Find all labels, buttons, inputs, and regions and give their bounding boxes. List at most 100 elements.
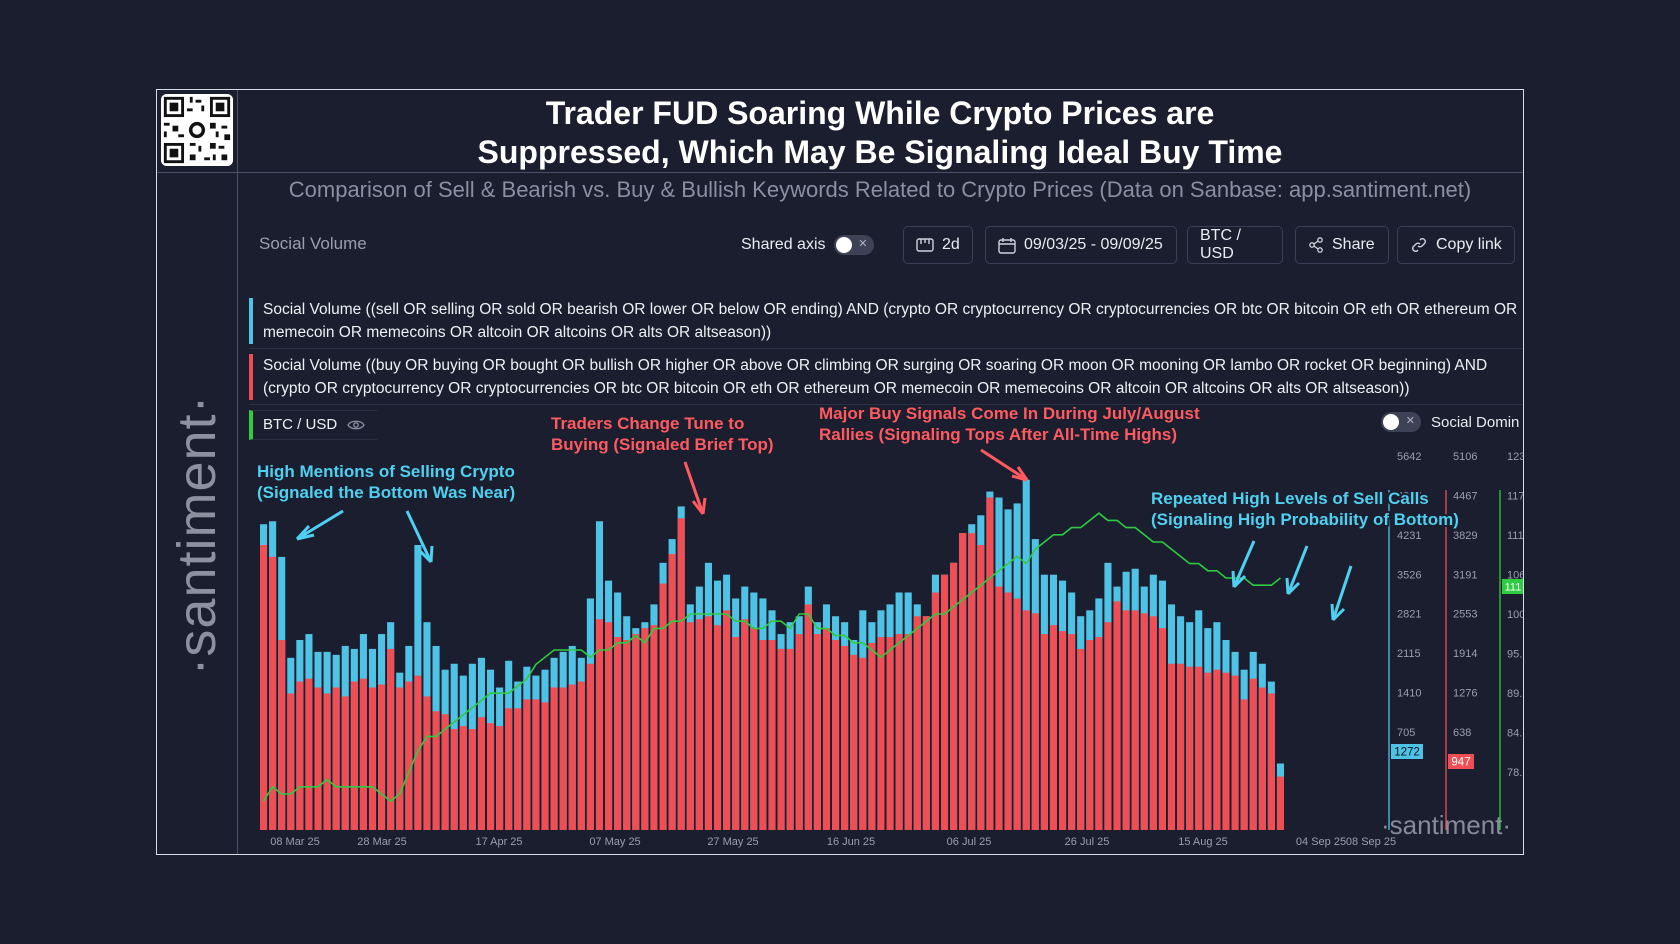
bar-buy	[795, 634, 803, 830]
legend-btc-label: BTC / USD	[263, 416, 338, 433]
sell-axis-tick: 3526	[1397, 569, 1421, 581]
buy-axis-tick: 638	[1453, 727, 1471, 739]
social-dominance-toggle[interactable]	[1381, 412, 1421, 432]
social-dominance-control[interactable]: Social Domin	[1381, 412, 1519, 432]
link-icon	[1412, 238, 1426, 252]
bar-buy	[341, 696, 349, 830]
bar-buy	[859, 657, 867, 830]
bar-buy	[940, 574, 949, 830]
bar-buy	[841, 645, 849, 830]
bar-buy	[877, 637, 885, 830]
annotation-4-line-1: Repeated High Levels of Sell Calls	[1151, 489, 1429, 508]
axes-group	[1388, 490, 1501, 830]
bar-buy	[704, 616, 712, 830]
bar-buy	[786, 648, 794, 830]
bar-buy	[1040, 634, 1048, 830]
bar-buy	[986, 497, 994, 830]
bar-buy	[895, 634, 903, 830]
bar-buy	[1222, 672, 1230, 830]
btc-current-box	[1502, 579, 1523, 594]
bar-buy	[323, 693, 331, 830]
bar-group	[259, 479, 1285, 830]
x-tick-group: 08 Mar 25 28 Mar 25 17 Apr 25 07 May 25 27 M…	[270, 836, 1396, 848]
bar-buy	[532, 699, 540, 830]
bar-buy	[904, 634, 912, 830]
bar-buy	[868, 642, 876, 830]
bar-buy	[968, 533, 976, 830]
arrow-1a	[296, 509, 344, 541]
x-axis-tick: 28 Mar 25	[357, 836, 407, 848]
x-axis-tick: 06 Jul 25	[947, 836, 992, 848]
bar-buy	[695, 619, 703, 830]
qr-code-icon[interactable]	[161, 94, 233, 166]
legend-buy-series[interactable]: Social Volume ((buy OR buying OR bought …	[249, 354, 1523, 400]
bar-buy	[832, 640, 840, 830]
legend-btc-series[interactable]: BTC / USD	[249, 410, 378, 440]
bar-buy	[1022, 610, 1030, 830]
sell-current-box	[1391, 744, 1423, 759]
arrow-4b	[1286, 545, 1309, 595]
bar-buy	[1004, 592, 1012, 830]
bar-buy	[378, 684, 386, 830]
bar-buy	[332, 687, 340, 830]
legend-buy-line-1: Social Volume ((buy OR buying OR bought …	[263, 357, 1488, 374]
bar-buy	[405, 681, 413, 830]
bar-buy	[441, 714, 449, 830]
btc-axis-tick: 123	[1507, 451, 1524, 463]
bar-buy	[768, 640, 776, 830]
eye-icon[interactable]	[347, 419, 366, 431]
pair-button[interactable]: BTC / USD	[1187, 226, 1283, 264]
calendar-icon	[998, 237, 1016, 254]
bar-buy	[1113, 601, 1121, 830]
arrow-3-head	[1011, 466, 1029, 482]
btc-axis-tick: 117	[1507, 491, 1524, 503]
date-range-button[interactable]: 09/03/25 - 09/09/25	[985, 226, 1177, 264]
legend-divider	[249, 404, 1523, 405]
bar-buy	[1086, 640, 1094, 830]
bar-buy	[1104, 622, 1112, 830]
buy-axis-tick: 1914	[1453, 648, 1477, 660]
interval-label: 2d	[942, 236, 960, 253]
buy-axis-tick: 2553	[1453, 609, 1477, 621]
arrow-1b	[405, 510, 433, 563]
copy-link-button[interactable]: Copy link	[1397, 226, 1515, 264]
bar-buy	[950, 562, 958, 830]
sell-axis-tick: 1410	[1397, 688, 1421, 700]
sell-axis-tick: 4231	[1397, 530, 1421, 542]
bar-buy	[777, 648, 785, 830]
legend-sell-series[interactable]: Social Volume ((sell OR selling OR sold …	[249, 298, 1523, 344]
bar-buy	[486, 723, 495, 830]
bar-buy	[1095, 637, 1103, 830]
bar-buy	[523, 699, 531, 830]
bar-buy	[1122, 610, 1130, 830]
legend-divider	[249, 348, 1523, 349]
share-icon	[1309, 237, 1323, 253]
share-button[interactable]: Share	[1295, 226, 1389, 264]
bar-buy	[605, 622, 613, 830]
shared-axis-toggle[interactable]	[833, 235, 874, 255]
bar-buy	[259, 545, 268, 830]
x-axis-tick: 16 Jun 25	[827, 836, 875, 848]
title-line-2: Suppressed, Which May Be Signaling Ideal…	[477, 134, 1283, 170]
arrow-2-head	[691, 497, 707, 515]
bar-buy	[514, 708, 522, 830]
bar-buy	[577, 681, 585, 830]
annotations-group: High Mentions of Selling Crypto (Signale…	[255, 402, 1461, 622]
bar-buy	[686, 622, 694, 830]
x-axis-tick: 08 Sep 25	[1346, 836, 1396, 848]
bar-buy	[468, 729, 476, 830]
copy-link-label: Copy link	[1436, 236, 1502, 253]
bar-buy	[995, 586, 1003, 830]
sell-current-value: 1272	[1394, 747, 1420, 759]
shared-axis-label: Shared axis	[741, 236, 826, 253]
legend-buy-line-2: (crypto OR cryptocurrency OR cryptocurre…	[263, 380, 1410, 397]
bar-buy	[1140, 613, 1148, 830]
annotation-4-line-2: (Signaling High Probability of Bottom)	[1151, 510, 1459, 529]
x-axis-tick: 04 Sep 25	[1296, 836, 1346, 848]
arrow-4a	[1232, 540, 1256, 588]
x-axis-tick: 08 Mar 25	[270, 836, 320, 848]
shared-axis-control[interactable]: Shared axis	[741, 226, 874, 264]
interval-button[interactable]: 2d	[903, 226, 973, 264]
btc-axis-tick: 84.	[1507, 728, 1522, 740]
bar-buy	[350, 681, 358, 830]
